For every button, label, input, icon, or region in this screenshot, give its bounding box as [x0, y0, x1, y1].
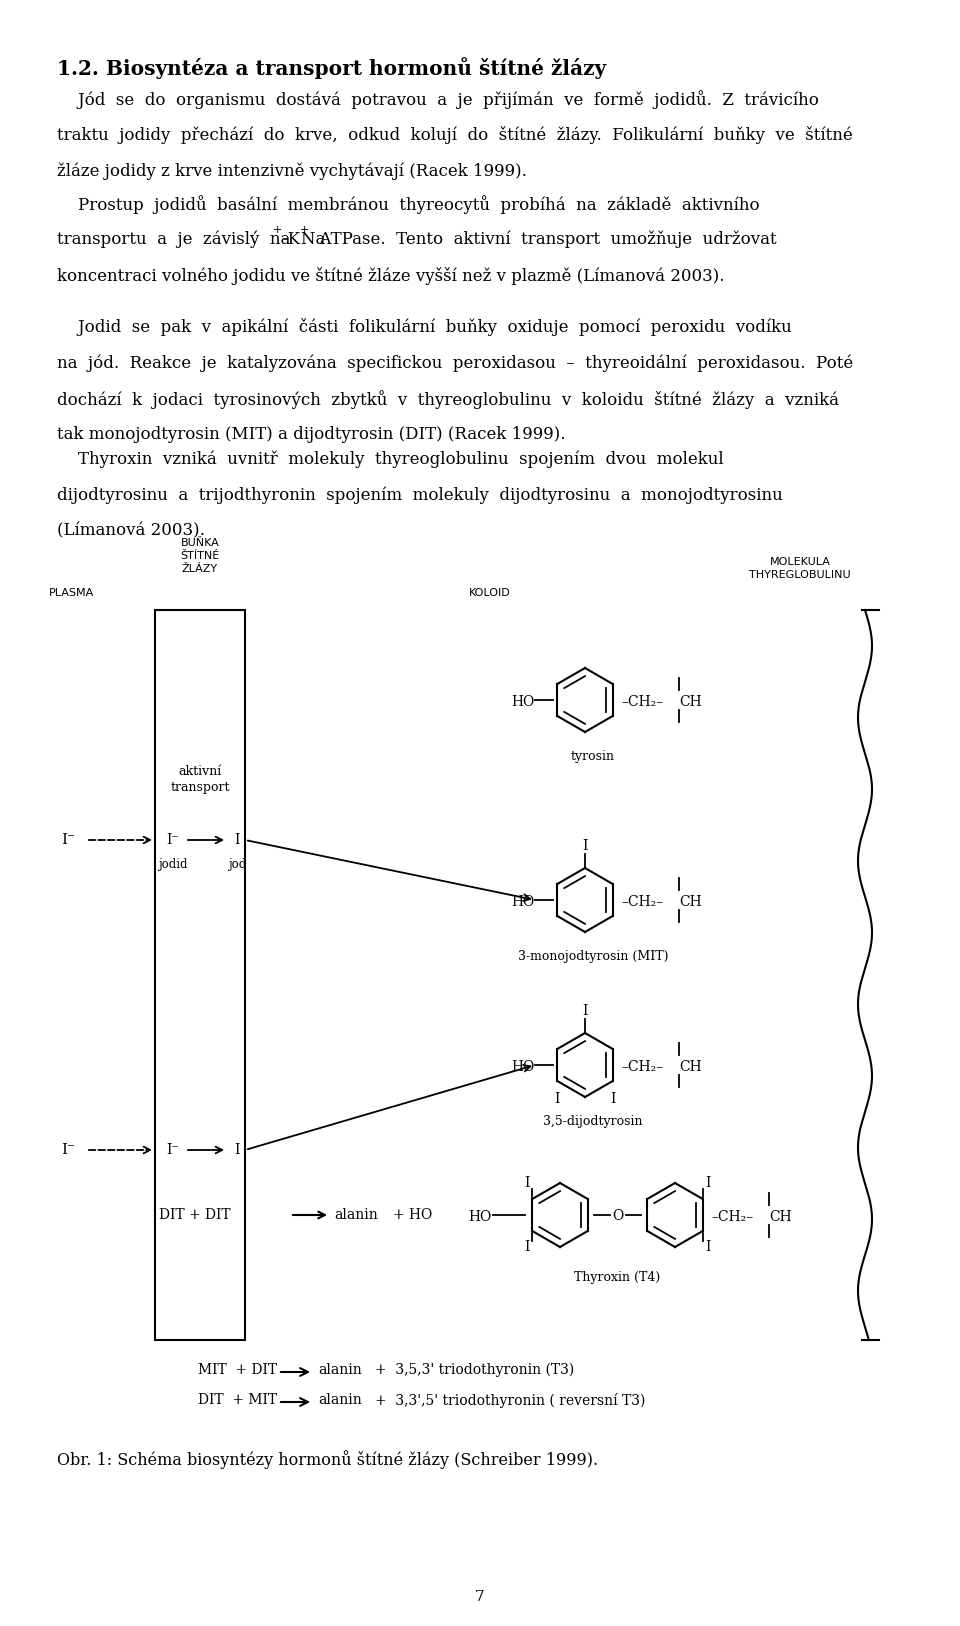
- Text: KOLOID: KOLOID: [469, 589, 511, 598]
- Text: CH: CH: [679, 894, 702, 909]
- Text: O: O: [612, 1210, 623, 1223]
- Text: +: +: [300, 224, 309, 236]
- Text: Obr. 1: Schéma biosyntézy hormonů štítné žlázy (Schreiber 1999).: Obr. 1: Schéma biosyntézy hormonů štítné…: [57, 1450, 598, 1468]
- Text: 7: 7: [475, 1590, 485, 1603]
- Text: CH: CH: [769, 1210, 792, 1224]
- Text: CH: CH: [679, 694, 702, 709]
- Text: –CH₂–: –CH₂–: [621, 694, 663, 709]
- Text: +  3,3',5' triodothyronin ( reversní T3): + 3,3',5' triodothyronin ( reversní T3): [375, 1393, 645, 1408]
- Text: HO: HO: [511, 694, 535, 709]
- Text: žláze jodidy z krve intenzivně vychytávají (Racek 1999).: žláze jodidy z krve intenzivně vychytáva…: [57, 163, 527, 179]
- Text: –CH₂–: –CH₂–: [711, 1210, 754, 1224]
- Text: HO: HO: [468, 1210, 492, 1224]
- Text: BUŇKA
ŠTÍTNÉ
ŽLÁZY: BUŇKA ŠTÍTNÉ ŽLÁZY: [180, 538, 220, 574]
- Text: aktivní
transport: aktivní transport: [170, 764, 229, 795]
- Text: +  3,5,3' triodothyronin (T3): + 3,5,3' triodothyronin (T3): [375, 1363, 574, 1377]
- Text: tyrosin: tyrosin: [571, 750, 615, 763]
- Text: dijodtyrosinu  a  trijodthyronin  spojením  molekuly  dijodtyrosinu  a  monojodt: dijodtyrosinu a trijodthyronin spojením …: [57, 486, 782, 504]
- Text: Thyroxin (T4): Thyroxin (T4): [574, 1272, 660, 1285]
- Text: I: I: [524, 1176, 530, 1190]
- Text: jod: jod: [228, 859, 246, 872]
- Text: I⁻: I⁻: [167, 833, 180, 847]
- Text: koncentraci volného jodidu ve štítné žláze vyšší než v plazmě (Límanová 2003).: koncentraci volného jodidu ve štítné žlá…: [57, 267, 725, 285]
- Text: I: I: [583, 1003, 588, 1018]
- Text: I⁻: I⁻: [61, 833, 75, 847]
- Text: PLASMA: PLASMA: [49, 589, 95, 598]
- Text: HO: HO: [511, 1060, 535, 1075]
- Text: HO: HO: [511, 894, 535, 909]
- Text: MOLEKULA
THYREGLOBULINU: MOLEKULA THYREGLOBULINU: [749, 558, 851, 580]
- Text: I⁻: I⁻: [167, 1143, 180, 1158]
- Text: I⁻: I⁻: [61, 1143, 75, 1158]
- Text: I: I: [610, 1093, 615, 1106]
- Text: DIT + DIT: DIT + DIT: [159, 1208, 230, 1223]
- Bar: [155, 610, 245, 1340]
- Text: Jód  se  do  organismu  dostává  potravou  a  je  přijímán  ve  formě  jodidů.  : Jód se do organismu dostává potravou a j…: [57, 89, 819, 109]
- Text: alanin: alanin: [318, 1363, 362, 1377]
- Text: 1.2. Biosyntéza a transport hormonů štítné žlázy: 1.2. Biosyntéza a transport hormonů štít…: [57, 57, 606, 80]
- Text: jodid: jodid: [158, 859, 188, 872]
- Text: Prostup  jodidů  basální  membránou  thyreocytů  probíhá  na  základě  aktivního: Prostup jodidů basální membránou thyreoc…: [57, 195, 759, 215]
- Text: I: I: [705, 1176, 710, 1190]
- Text: I: I: [583, 839, 588, 854]
- Text: na  jód.  Reakce  je  katalyzována  specifickou  peroxidasou  –  thyreoidální  p: na jód. Reakce je katalyzována specifick…: [57, 354, 853, 371]
- Text: tak monojodtyrosin (MIT) a dijodtyrosin (DIT) (Racek 1999).: tak monojodtyrosin (MIT) a dijodtyrosin …: [57, 426, 565, 442]
- Text: 3-monojodtyrosin (MIT): 3-monojodtyrosin (MIT): [517, 950, 668, 963]
- Text: 3,5-dijodtyrosin: 3,5-dijodtyrosin: [543, 1115, 643, 1128]
- Text: MIT  + DIT: MIT + DIT: [198, 1363, 277, 1377]
- Text: I: I: [524, 1241, 530, 1254]
- Text: ATPase.  Tento  aktivní  transport  umožňuje  udržovat: ATPase. Tento aktivní transport umožňuje…: [309, 231, 777, 249]
- Text: alanin: alanin: [334, 1208, 377, 1223]
- Text: traktu  jodidy  přechází  do  krve,  odkud  kolují  do  štítné  žlázy.  Folikulá: traktu jodidy přechází do krve, odkud ko…: [57, 125, 852, 145]
- Text: transportu  a  je  závislý  na  Na: transportu a je závislý na Na: [57, 231, 325, 249]
- Text: dochází  k  jodaci  tyrosinových  zbytků  v  thyreoglobulinu  v  koloidu  štítné: dochází k jodaci tyrosinových zbytků v t…: [57, 390, 839, 408]
- Text: DIT  + MIT: DIT + MIT: [198, 1393, 277, 1406]
- Text: (Límanová 2003).: (Límanová 2003).: [57, 522, 204, 538]
- Text: +: +: [273, 224, 282, 236]
- Text: Thyroxin  vzniká  uvnitř  molekuly  thyreoglobulinu  spojením  dvou  molekul: Thyroxin vzniká uvnitř molekuly thyreogl…: [57, 450, 724, 468]
- Text: + HO: + HO: [393, 1208, 432, 1223]
- Text: –CH₂–: –CH₂–: [621, 894, 663, 909]
- Text: I: I: [555, 1093, 560, 1106]
- Text: alanin: alanin: [318, 1393, 362, 1406]
- Text: –CH₂–: –CH₂–: [621, 1060, 663, 1075]
- Text: CH: CH: [679, 1060, 702, 1075]
- Text: I: I: [234, 833, 240, 847]
- Text: -K: -K: [282, 231, 300, 249]
- Text: Jodid  se  pak  v  apikální  části  folikulární  buňky  oxiduje  pomocí  peroxid: Jodid se pak v apikální části folikulárn…: [57, 319, 792, 337]
- Text: I: I: [234, 1143, 240, 1158]
- Text: I: I: [705, 1241, 710, 1254]
